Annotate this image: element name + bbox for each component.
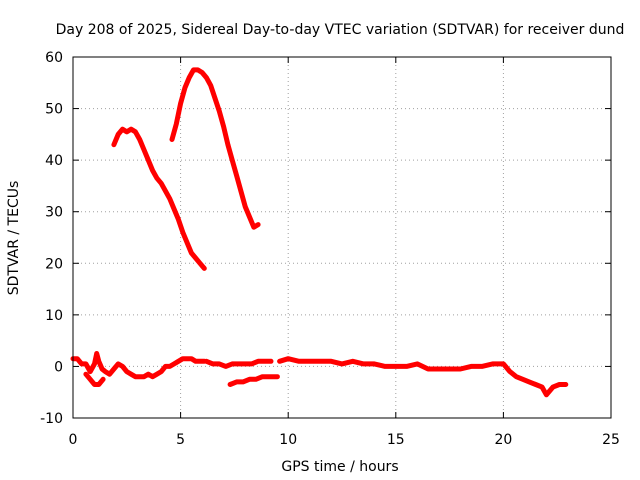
chart-title: Day 208 of 2025, Sidereal Day-to-day VTE… xyxy=(56,22,625,38)
series-line-arc-2-low xyxy=(203,358,274,369)
y-tick-label: 60 xyxy=(45,50,63,66)
y-tick-label: -10 xyxy=(40,411,63,427)
y-tick-label: 20 xyxy=(45,256,63,272)
x-tick-label: 10 xyxy=(279,432,297,448)
y-axis-ticks: -10 0 10 20 30 40 50 60 xyxy=(40,50,611,427)
x-tick-label: 20 xyxy=(494,432,512,448)
series-line-arc-1-low xyxy=(70,351,207,380)
x-axis-ticks: 0 5 10 15 20 25 xyxy=(69,57,620,448)
series-line-arc-1-high xyxy=(111,126,207,271)
series-line-arc-2-offset xyxy=(227,374,280,387)
plot-frame xyxy=(72,56,612,419)
series-line-arc-2-high xyxy=(169,67,261,230)
y-tick-label: 0 xyxy=(54,359,63,375)
data-series xyxy=(70,67,569,398)
y-axis-label: SDTVAR / TECUs xyxy=(6,181,22,296)
x-tick-label: 15 xyxy=(387,432,405,448)
x-tick-label: 25 xyxy=(602,432,620,448)
y-tick-label: 10 xyxy=(45,308,63,324)
series-line-arc-1-low-dip xyxy=(83,371,106,387)
x-tick-label: 5 xyxy=(176,432,185,448)
grid-lines xyxy=(73,57,611,418)
x-axis-label: GPS time / hours xyxy=(281,459,398,475)
x-tick-label: 0 xyxy=(69,432,78,448)
y-tick-label: 50 xyxy=(45,102,63,118)
series-line-arc-3 xyxy=(277,356,569,398)
y-tick-label: 30 xyxy=(45,205,63,221)
y-tick-label: 40 xyxy=(45,153,63,169)
